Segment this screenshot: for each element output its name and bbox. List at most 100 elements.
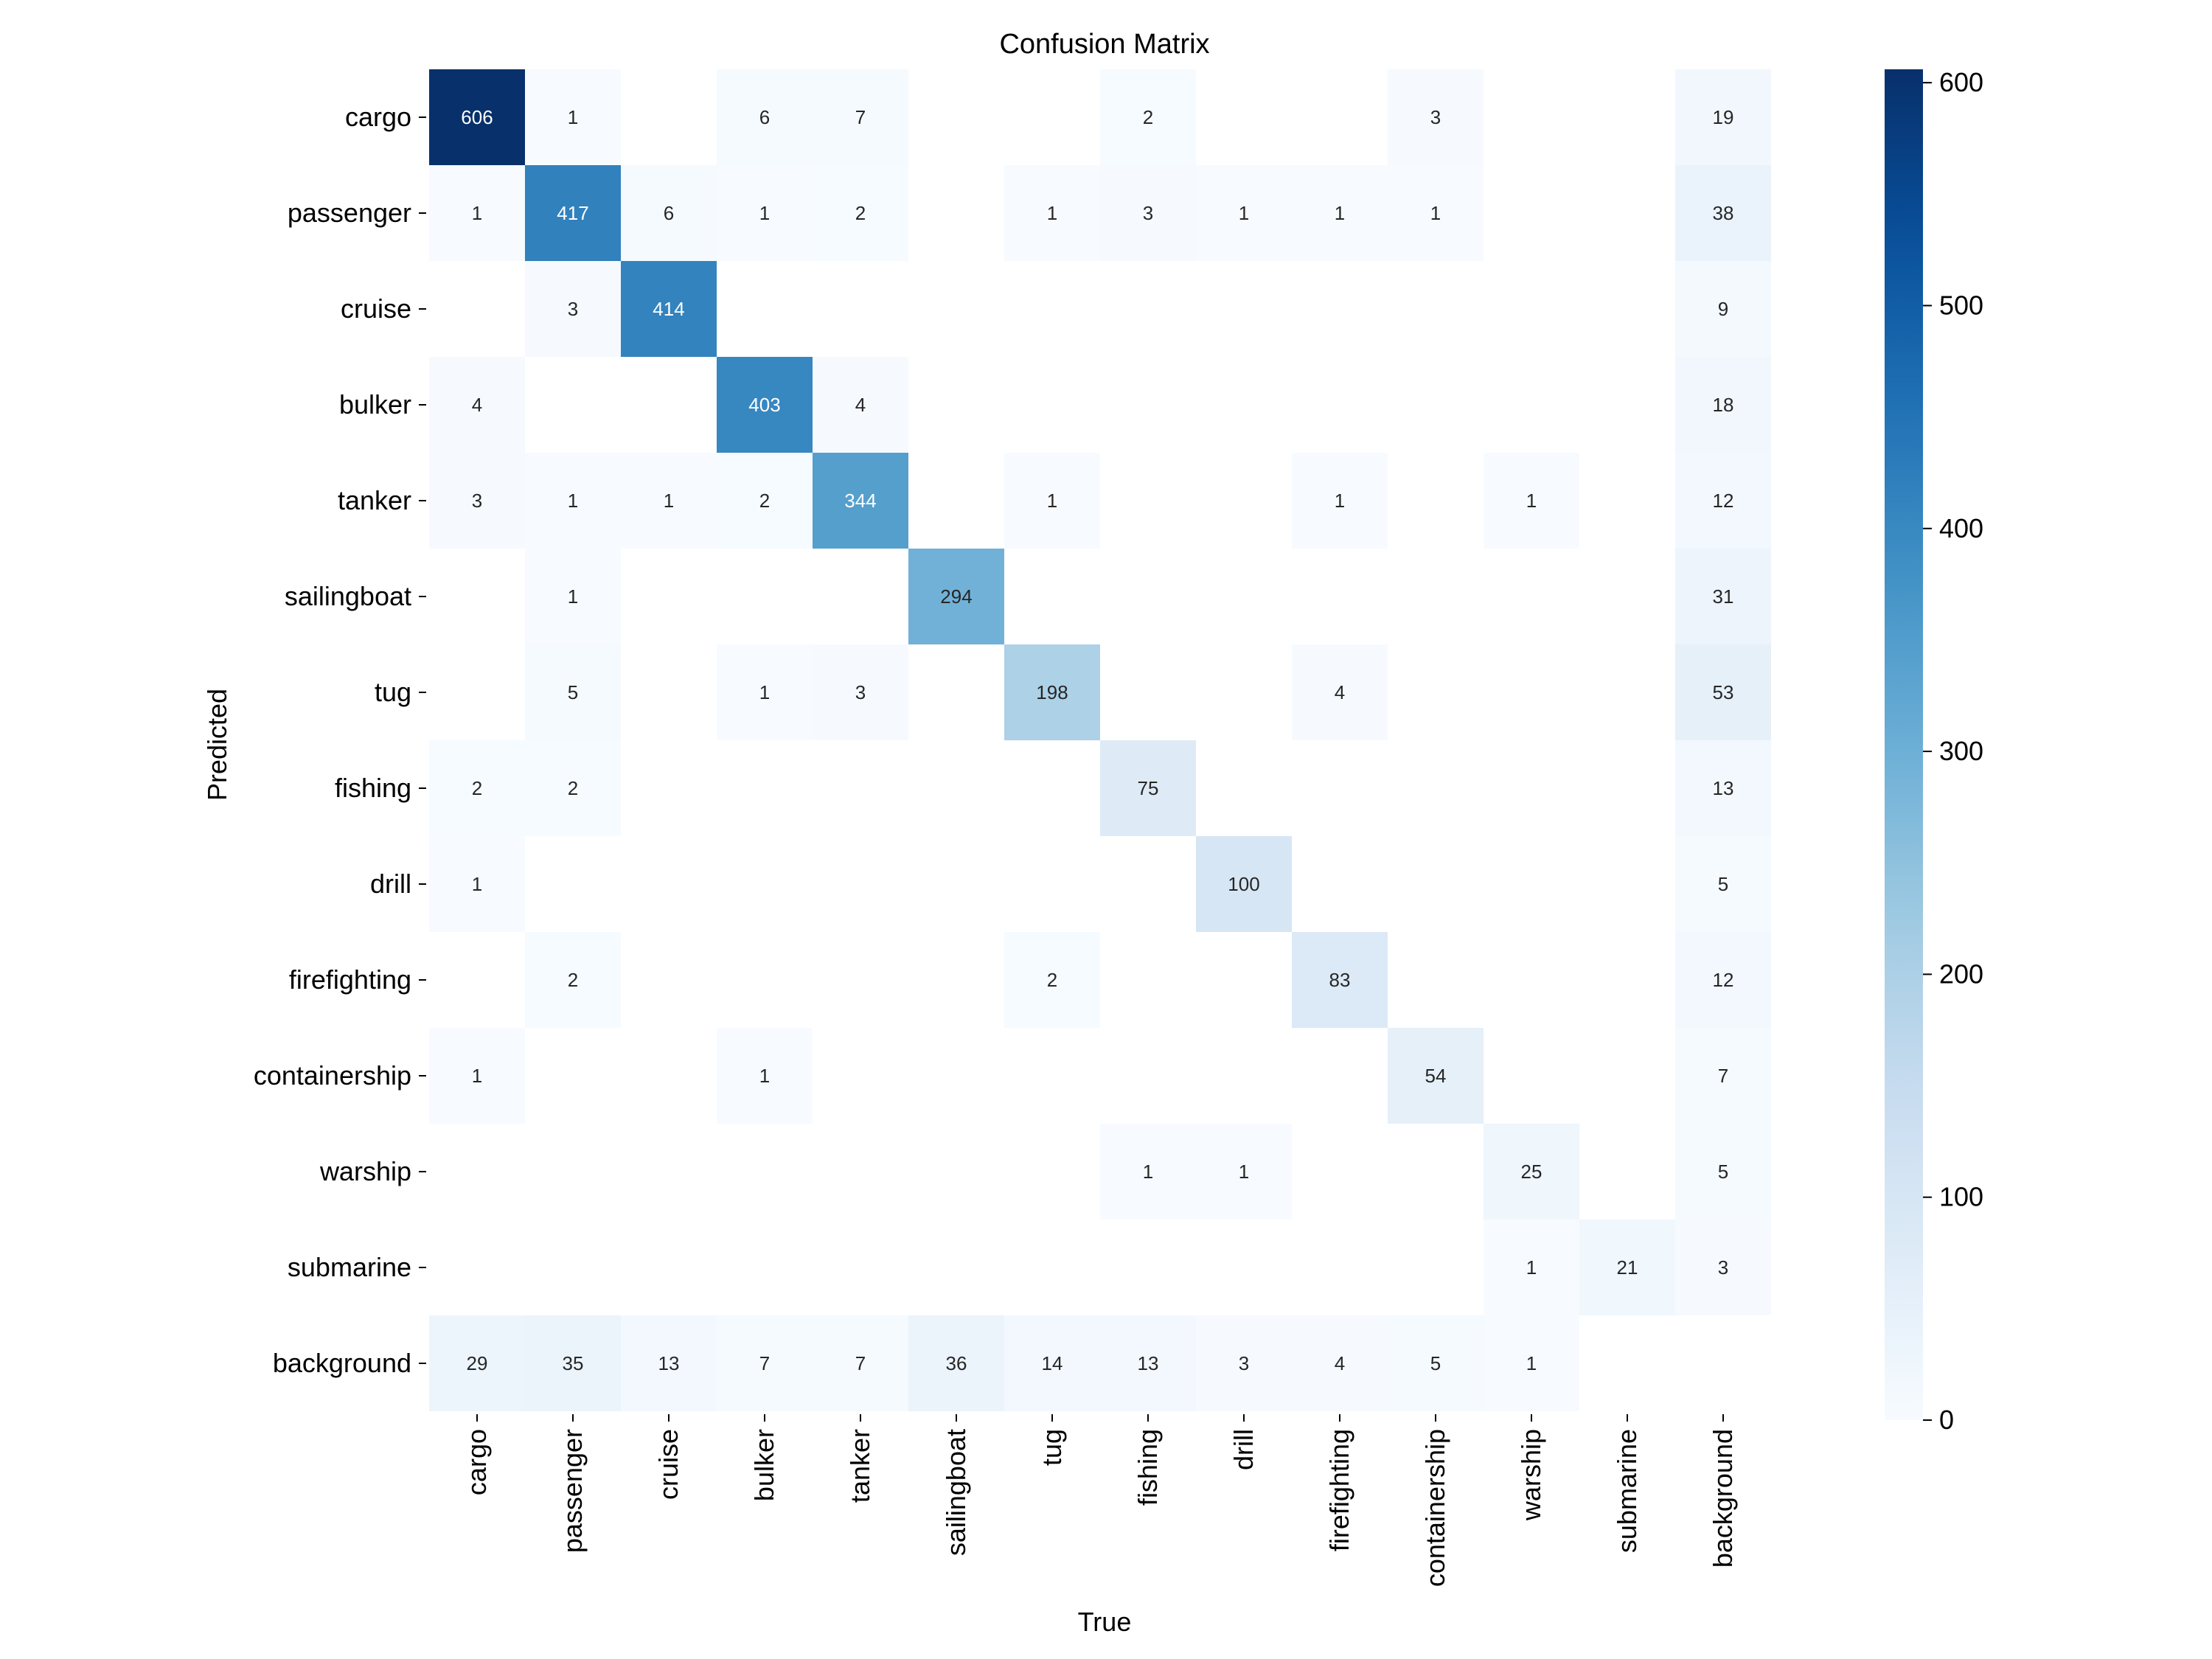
heatmap-cell bbox=[1675, 261, 1771, 357]
heatmap-cell bbox=[1388, 165, 1484, 261]
cell-value-label: 1 bbox=[759, 681, 770, 703]
heatmap-cell bbox=[525, 932, 621, 1028]
cell-value-label: 14 bbox=[1042, 1352, 1063, 1374]
y-tick-label: drill bbox=[370, 869, 411, 899]
colorbar-tick-label: 600 bbox=[1939, 67, 1983, 97]
y-tick-label: background bbox=[273, 1348, 411, 1378]
y-tick-label: firefighting bbox=[289, 964, 411, 995]
cell-value-label: 35 bbox=[563, 1352, 584, 1374]
x-tick-label: submarine bbox=[1612, 1429, 1642, 1553]
cell-value-label: 1 bbox=[1143, 1161, 1153, 1183]
x-tick-label: warship bbox=[1516, 1429, 1546, 1521]
heatmap-cell bbox=[621, 1315, 717, 1411]
heatmap-cell bbox=[525, 165, 621, 261]
heatmap-cell bbox=[1675, 69, 1771, 165]
colorbar-tick-label: 0 bbox=[1939, 1405, 1954, 1435]
x-tick-label: passenger bbox=[557, 1429, 588, 1553]
heatmap-cell bbox=[813, 165, 908, 261]
y-tick-label: warship bbox=[319, 1156, 411, 1186]
cell-value-label: 3 bbox=[1718, 1256, 1728, 1279]
cell-value-label: 54 bbox=[1425, 1065, 1447, 1087]
heatmap-cell bbox=[1484, 1220, 1579, 1315]
cell-value-label: 75 bbox=[1138, 777, 1159, 799]
heatmap-cell bbox=[1100, 165, 1196, 261]
heatmap-cell bbox=[429, 357, 525, 453]
heatmap-cell bbox=[525, 261, 621, 357]
colorbar-tick-label: 200 bbox=[1939, 959, 1983, 989]
cell-value-label: 1 bbox=[568, 585, 578, 608]
heatmap-cell bbox=[525, 549, 621, 644]
heatmap-cell bbox=[1292, 644, 1388, 740]
heatmap-cell bbox=[1100, 740, 1196, 836]
cell-value-label: 414 bbox=[653, 298, 684, 320]
heatmap-cell bbox=[429, 453, 525, 549]
cell-value-label: 13 bbox=[1138, 1352, 1159, 1374]
cell-value-label: 1 bbox=[759, 1065, 770, 1087]
cell-value-label: 1 bbox=[1526, 1256, 1537, 1279]
heatmap-cell bbox=[717, 357, 813, 453]
cell-value-label: 198 bbox=[1036, 681, 1068, 703]
heatmap-cell bbox=[525, 1315, 621, 1411]
cell-value-label: 1 bbox=[1047, 202, 1057, 224]
heatmap-cell bbox=[1292, 453, 1388, 549]
cell-value-label: 606 bbox=[461, 106, 493, 128]
cell-value-label: 7 bbox=[1718, 1065, 1728, 1087]
heatmap-cell bbox=[1675, 1124, 1771, 1220]
heatmap-cell bbox=[429, 836, 525, 932]
x-tick-label: sailingboat bbox=[941, 1429, 971, 1556]
y-tick-label: tanker bbox=[338, 485, 411, 515]
heatmap-cell bbox=[1196, 1315, 1292, 1411]
heatmap-cell bbox=[1484, 1124, 1579, 1220]
cell-value-label: 2 bbox=[472, 777, 482, 799]
heatmap-cell bbox=[1675, 644, 1771, 740]
cell-value-label: 3 bbox=[472, 490, 482, 512]
heatmap-cell bbox=[621, 165, 717, 261]
x-axis-ticks: cargo passenger cruise bulker tanker sailingb… bbox=[462, 1414, 1738, 1587]
cell-value-label: 13 bbox=[1713, 777, 1734, 799]
cell-value-label: 1 bbox=[759, 202, 770, 224]
cell-value-label: 344 bbox=[844, 490, 876, 512]
heatmap-cell bbox=[1675, 165, 1771, 261]
heatmap-cell bbox=[525, 740, 621, 836]
cell-value-label: 403 bbox=[748, 394, 780, 416]
heatmap-cell bbox=[813, 1315, 908, 1411]
cell-value-label: 1 bbox=[1526, 490, 1537, 512]
y-tick-label: passenger bbox=[288, 198, 411, 228]
colorbar-ticks: 0 100 200 300 400 500 600 bbox=[1923, 67, 1983, 1435]
cell-value-label: 7 bbox=[759, 1352, 770, 1374]
cell-value-label: 2 bbox=[855, 202, 866, 224]
cell-value-label: 1 bbox=[472, 202, 482, 224]
cell-value-label: 31 bbox=[1713, 585, 1734, 608]
heatmap-cell bbox=[1388, 69, 1484, 165]
heatmap-cell bbox=[1004, 932, 1100, 1028]
colorbar-tick-label: 300 bbox=[1939, 736, 1983, 766]
cell-value-label: 1 bbox=[1239, 1161, 1249, 1183]
heatmap-cell bbox=[813, 453, 908, 549]
cell-value-label: 29 bbox=[467, 1352, 488, 1374]
heatmap-cell bbox=[813, 69, 908, 165]
heatmap-cell bbox=[1388, 1315, 1484, 1411]
y-tick-label: containership bbox=[254, 1060, 411, 1091]
heatmap-cell bbox=[1579, 1220, 1675, 1315]
y-tick-label: submarine bbox=[288, 1252, 411, 1282]
y-tick-label: cargo bbox=[345, 102, 411, 132]
cell-value-label: 1 bbox=[472, 873, 482, 895]
cell-value-label: 1 bbox=[1239, 202, 1249, 224]
heatmap-cell bbox=[1196, 836, 1292, 932]
cell-value-label: 1 bbox=[1526, 1352, 1537, 1374]
cell-value-label: 13 bbox=[658, 1352, 680, 1374]
heatmap-cell bbox=[908, 1315, 1004, 1411]
cell-value-label: 1 bbox=[1430, 202, 1441, 224]
heatmap-cell bbox=[1388, 1028, 1484, 1124]
cell-value-label: 417 bbox=[557, 202, 588, 224]
x-tick-label: bulker bbox=[749, 1429, 779, 1501]
x-tick-label: containership bbox=[1420, 1429, 1450, 1587]
y-axis-label: Predicted bbox=[202, 689, 232, 801]
heatmap-cell bbox=[1292, 932, 1388, 1028]
heatmap-cell bbox=[525, 69, 621, 165]
heatmap-cell bbox=[717, 1315, 813, 1411]
cell-value-label: 4 bbox=[472, 394, 482, 416]
cell-value-label: 5 bbox=[568, 681, 578, 703]
cell-value-label: 18 bbox=[1713, 394, 1734, 416]
heatmap-cell bbox=[429, 1028, 525, 1124]
